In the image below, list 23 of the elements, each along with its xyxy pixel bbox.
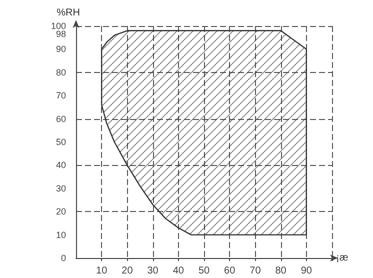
x-tick-label: 50: [198, 266, 210, 276]
y-tick-label: 10: [56, 230, 66, 240]
y-tick-label: 50: [56, 137, 66, 147]
y-tick-label: 70: [56, 90, 66, 101]
y-tick-label: 100: [50, 21, 66, 31]
x-axis-title: ¡æ: [336, 252, 348, 264]
x-tick-label: 70: [250, 266, 262, 276]
y-tick-label: 40: [56, 160, 66, 170]
x-tick-label: 80: [275, 266, 287, 276]
x-tick-label: 10: [96, 266, 108, 276]
y-axis-title: %RH: [56, 8, 80, 18]
x-tick-label: 90: [300, 266, 312, 276]
x-tick-label: 20: [122, 266, 134, 276]
y-tick-label: 90: [56, 44, 66, 54]
x-tick-label: 30: [147, 266, 159, 276]
y-tick-label: 20: [56, 206, 66, 217]
y-tick-label: 98: [56, 29, 66, 40]
y-tick-label: 80: [56, 67, 66, 78]
y-tick-label: 0: [60, 253, 66, 263]
y-tick-label: 60: [56, 114, 66, 124]
x-tick-label: 60: [224, 266, 236, 276]
y-tick-label: 30: [56, 183, 66, 194]
x-tick-label: 40: [172, 266, 184, 276]
